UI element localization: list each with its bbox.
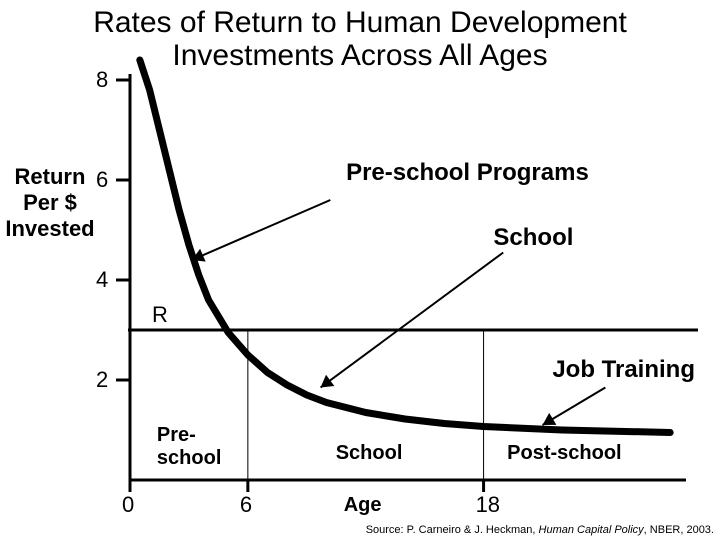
x-tick-label: 0 <box>122 492 134 518</box>
source-prefix: Source: P. Carneiro & J. Heckman, <box>366 524 539 536</box>
source-citation: Source: P. Carneiro & J. Heckman, Human … <box>366 524 714 536</box>
y-tick-label: 2 <box>96 367 108 393</box>
x-tick-label: 18 <box>476 492 500 518</box>
source-italic: Human Capital Policy <box>539 524 644 536</box>
y-axis-label: ReturnPer $Invested <box>0 164 100 242</box>
r-label: R <box>152 302 168 328</box>
segment-label: School <box>336 442 403 465</box>
annotation-label: Pre-school Programs <box>346 159 589 187</box>
y-tick-label: 8 <box>96 67 108 93</box>
segment-label: Pre-school <box>157 424 221 470</box>
annotation-label: School <box>493 224 573 252</box>
source-suffix: , NBER, 2003. <box>644 524 714 536</box>
annotation-label: Job Training <box>552 356 695 384</box>
x-tick-label: 6 <box>240 492 252 518</box>
y-tick-label: 6 <box>96 167 108 193</box>
x-axis-label: Age <box>344 494 382 517</box>
segment-label: Post-school <box>507 442 621 465</box>
y-tick-label: 4 <box>96 267 108 293</box>
